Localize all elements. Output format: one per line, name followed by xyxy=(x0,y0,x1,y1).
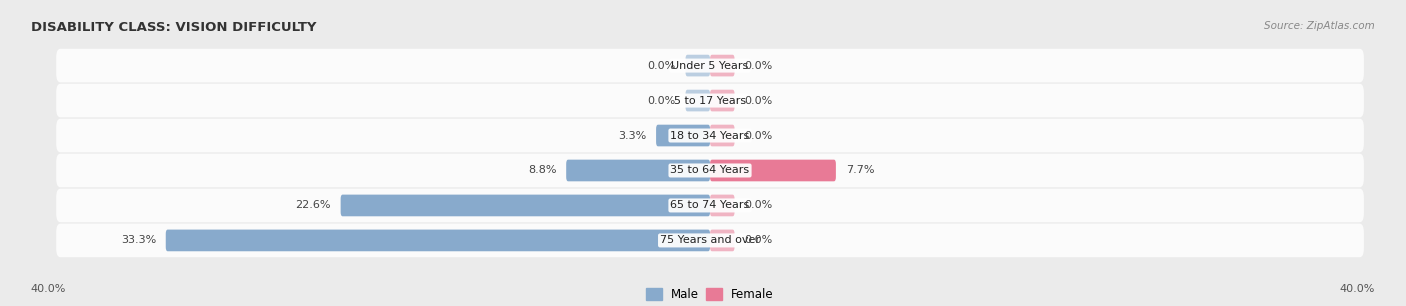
Text: 0.0%: 0.0% xyxy=(647,61,676,71)
Text: Source: ZipAtlas.com: Source: ZipAtlas.com xyxy=(1264,21,1375,32)
Text: 8.8%: 8.8% xyxy=(527,166,557,175)
FancyBboxPatch shape xyxy=(166,230,710,251)
FancyBboxPatch shape xyxy=(56,119,1364,152)
FancyBboxPatch shape xyxy=(710,160,837,181)
Text: 35 to 64 Years: 35 to 64 Years xyxy=(671,166,749,175)
Text: Under 5 Years: Under 5 Years xyxy=(672,61,748,71)
FancyBboxPatch shape xyxy=(56,189,1364,222)
FancyBboxPatch shape xyxy=(686,55,710,76)
Text: 0.0%: 0.0% xyxy=(744,61,773,71)
FancyBboxPatch shape xyxy=(56,84,1364,117)
FancyBboxPatch shape xyxy=(56,154,1364,187)
Text: 0.0%: 0.0% xyxy=(744,200,773,211)
Text: 22.6%: 22.6% xyxy=(295,200,330,211)
FancyBboxPatch shape xyxy=(567,160,710,181)
FancyBboxPatch shape xyxy=(710,90,734,111)
FancyBboxPatch shape xyxy=(710,125,734,146)
FancyBboxPatch shape xyxy=(710,230,734,251)
Text: 33.3%: 33.3% xyxy=(121,235,156,245)
Legend: Male, Female: Male, Female xyxy=(641,283,779,306)
Text: 40.0%: 40.0% xyxy=(31,284,66,294)
FancyBboxPatch shape xyxy=(340,195,710,216)
Text: 0.0%: 0.0% xyxy=(647,95,676,106)
Text: 18 to 34 Years: 18 to 34 Years xyxy=(671,131,749,140)
FancyBboxPatch shape xyxy=(686,90,710,111)
Text: 65 to 74 Years: 65 to 74 Years xyxy=(671,200,749,211)
FancyBboxPatch shape xyxy=(56,49,1364,82)
Text: 0.0%: 0.0% xyxy=(744,235,773,245)
Text: 5 to 17 Years: 5 to 17 Years xyxy=(673,95,747,106)
FancyBboxPatch shape xyxy=(710,195,734,216)
Text: 0.0%: 0.0% xyxy=(744,95,773,106)
Text: DISABILITY CLASS: VISION DIFFICULTY: DISABILITY CLASS: VISION DIFFICULTY xyxy=(31,21,316,34)
FancyBboxPatch shape xyxy=(710,55,734,76)
Text: 75 Years and over: 75 Years and over xyxy=(659,235,761,245)
Text: 7.7%: 7.7% xyxy=(845,166,875,175)
Text: 3.3%: 3.3% xyxy=(619,131,647,140)
Text: 0.0%: 0.0% xyxy=(744,131,773,140)
FancyBboxPatch shape xyxy=(657,125,710,146)
FancyBboxPatch shape xyxy=(56,224,1364,257)
Text: 40.0%: 40.0% xyxy=(1340,284,1375,294)
